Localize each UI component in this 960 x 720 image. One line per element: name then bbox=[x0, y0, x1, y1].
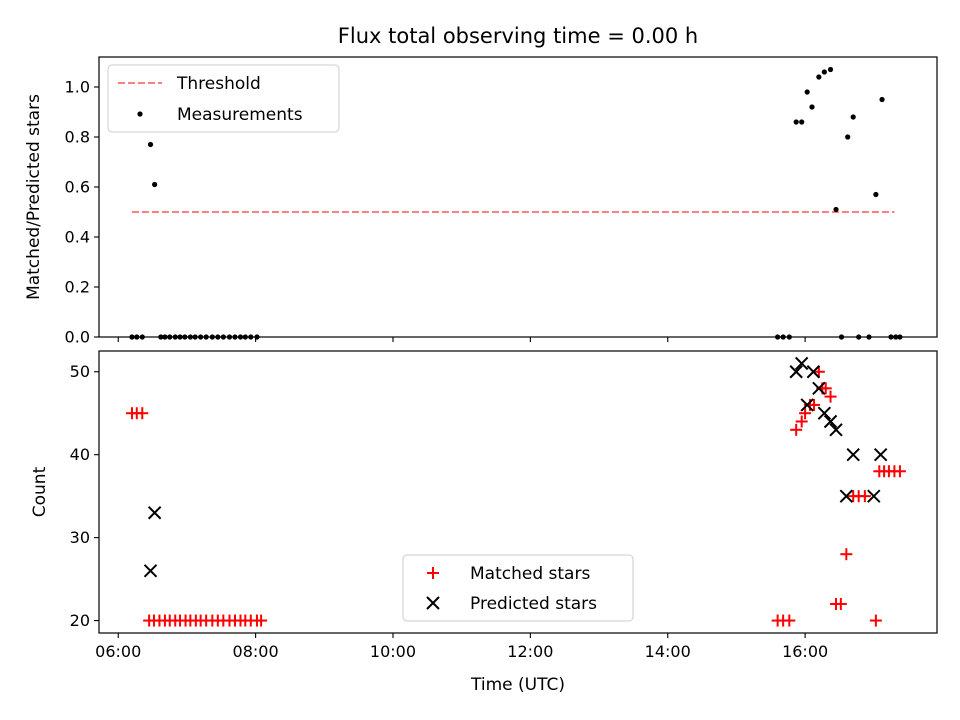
matched-star-point bbox=[783, 614, 796, 627]
predicted-star-point bbox=[823, 414, 838, 429]
predicted-star-point bbox=[806, 365, 821, 379]
top-y-axis-label: Matched/Predicted stars bbox=[24, 94, 44, 300]
predicted-star-point bbox=[812, 381, 826, 396]
measurement-point bbox=[793, 119, 799, 125]
predicted-star-point bbox=[839, 489, 854, 503]
matched-star-point bbox=[795, 415, 808, 428]
measurements-legend-swatch bbox=[137, 111, 143, 117]
matched-star-point bbox=[819, 382, 832, 395]
predicted-legend-swatch bbox=[426, 596, 440, 610]
measurement-point bbox=[804, 89, 810, 95]
x-tick-label: 08:00 bbox=[233, 642, 279, 661]
predicted-star-point bbox=[829, 423, 843, 437]
matched-star-point bbox=[255, 614, 268, 627]
y-tick-label: 30 bbox=[70, 528, 90, 547]
legend-matched-label: Matched stars bbox=[470, 564, 590, 584]
y-tick-label: 0.4 bbox=[65, 228, 90, 247]
y-tick-label: 0.0 bbox=[65, 328, 90, 347]
measurement-point bbox=[821, 69, 827, 75]
predicted-star-point bbox=[143, 564, 158, 578]
top-legend: Threshold Measurements bbox=[107, 64, 340, 133]
matched-star-point bbox=[869, 614, 882, 627]
matched-star-point bbox=[136, 407, 149, 420]
measurement-point bbox=[799, 119, 805, 125]
matched-star-point bbox=[840, 548, 853, 561]
bottom-axes-frame bbox=[98, 350, 938, 634]
legend-predicted-label: Predicted stars bbox=[470, 594, 597, 614]
legend-measurements-label: Measurements bbox=[177, 105, 303, 125]
measurement-point bbox=[850, 114, 856, 120]
y-tick-label: 0.8 bbox=[65, 128, 90, 147]
x-axis-label: Time (UTC) bbox=[470, 675, 565, 695]
matched-star-point bbox=[834, 597, 847, 610]
matched-star-point bbox=[790, 423, 803, 436]
top-x-ticks bbox=[117, 337, 806, 342]
x-tick-label: 14:00 bbox=[645, 642, 691, 661]
matched-star-point bbox=[824, 390, 837, 403]
measurement-point bbox=[152, 181, 158, 188]
matched-star-point bbox=[893, 465, 906, 478]
bottom-plot-area bbox=[125, 356, 906, 627]
y-tick-label: 0.6 bbox=[65, 178, 90, 197]
bottom-x-ticks: 06:00 08:00 10:00 12:00 14:00 16:00 bbox=[95, 633, 828, 661]
predicted-star-point bbox=[873, 447, 888, 462]
predicted-star-point bbox=[794, 356, 809, 371]
predicted-star-point bbox=[846, 447, 860, 462]
chart-title: Flux total observing time = 0.00 h bbox=[338, 24, 698, 48]
matched-legend-swatch bbox=[427, 567, 439, 579]
bottom-y-ticks: 20 30 40 50 bbox=[70, 362, 99, 630]
matched-star-point bbox=[858, 490, 871, 503]
y-tick-label: 40 bbox=[70, 445, 90, 464]
top-axes-frame bbox=[98, 56, 938, 338]
y-tick-label: 20 bbox=[70, 611, 90, 630]
bottom-legend-frame bbox=[402, 554, 634, 622]
y-tick-label: 0.2 bbox=[65, 278, 90, 297]
measurement-point bbox=[833, 206, 839, 213]
bottom-legend: Matched stars Predicted stars bbox=[402, 554, 634, 622]
y-tick-label: 50 bbox=[70, 362, 90, 381]
matched-star-point bbox=[808, 398, 821, 411]
x-tick-label: 10:00 bbox=[370, 642, 416, 661]
x-tick-label: 16:00 bbox=[782, 642, 828, 661]
matched-star-point bbox=[799, 407, 812, 420]
measurement-point bbox=[873, 191, 879, 198]
measurement-point bbox=[816, 74, 822, 80]
measurement-point bbox=[809, 104, 815, 110]
predicted-star-point bbox=[789, 365, 803, 379]
bottom-y-axis-label: Count bbox=[30, 466, 50, 517]
measurement-point bbox=[147, 141, 154, 148]
legend-threshold-label: Threshold bbox=[176, 74, 261, 94]
top-y-ticks: 0.0 0.2 0.4 0.6 0.8 1.0 bbox=[65, 78, 99, 347]
predicted-star-point bbox=[867, 489, 881, 503]
top-panel: 0.0 0.2 0.4 0.6 0.8 1.0 Matched/Predicted sta… bbox=[24, 56, 938, 347]
predicted-star-point bbox=[147, 506, 162, 520]
x-tick-label: 06:00 bbox=[95, 642, 141, 661]
y-tick-label: 1.0 bbox=[65, 78, 90, 97]
x-tick-label: 12:00 bbox=[507, 642, 553, 661]
matched-star-point bbox=[812, 365, 825, 378]
measurement-point bbox=[845, 134, 851, 140]
predicted-star-point bbox=[800, 398, 814, 412]
measurement-point bbox=[879, 96, 885, 103]
measurement-point bbox=[827, 66, 834, 73]
predicted-star-point bbox=[817, 406, 832, 420]
top-legend-frame bbox=[107, 64, 340, 133]
